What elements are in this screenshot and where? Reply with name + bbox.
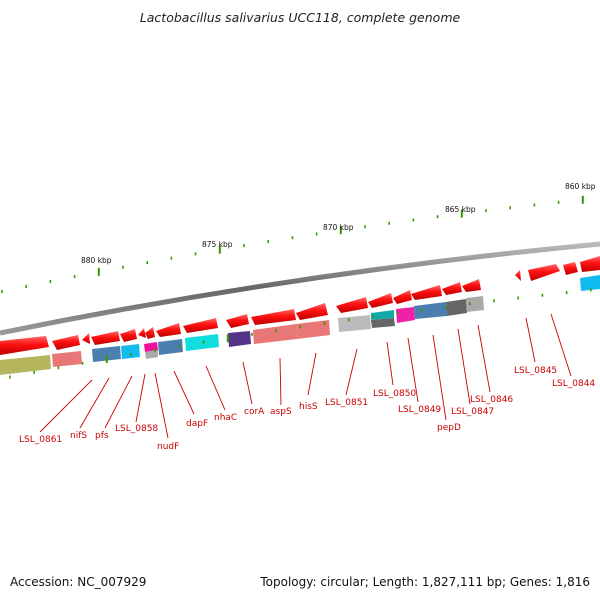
gene-arrow[interactable] <box>251 309 296 325</box>
tick-label-870: 870 kbp <box>323 223 354 232</box>
gene-arrow[interactable] <box>0 336 49 355</box>
cog-block <box>371 310 394 320</box>
tick-label-880: 880 kbp <box>81 256 112 265</box>
cog-block <box>0 355 51 375</box>
cog-block <box>145 350 158 359</box>
cog-block <box>228 331 251 347</box>
cog-block <box>52 351 82 367</box>
gene-label[interactable]: dapF <box>186 419 208 429</box>
gene-labels: LSL_0861 nifS pfs LSL_0858 nudF dapF nha… <box>19 366 595 452</box>
gene-arrow[interactable] <box>91 331 120 345</box>
gene-arrow[interactable] <box>393 290 412 304</box>
cog-block <box>414 302 447 319</box>
cog-block <box>121 344 140 359</box>
gene-label[interactable]: corA <box>244 407 265 417</box>
genome-backbone <box>0 241 600 336</box>
cog-block <box>446 299 467 316</box>
tick-label-860: 860 kbp <box>565 182 596 191</box>
gene-label[interactable]: LSL_0850 <box>373 389 416 399</box>
cog-block <box>371 318 395 328</box>
gene-label[interactable]: hisS <box>299 402 318 412</box>
map-title: Lactobacillus salivarius UCC118, complet… <box>139 10 461 25</box>
gene-arrow[interactable] <box>183 318 218 333</box>
gene-label[interactable]: LSL_0849 <box>398 405 441 415</box>
gene-label[interactable]: pfs <box>95 431 109 441</box>
genome-summary-text: Topology: circular; Length: 1,827,111 bp… <box>260 575 590 589</box>
cog-block <box>466 296 484 312</box>
inner-tick-marks <box>9 288 592 379</box>
gene-arrow[interactable] <box>82 333 90 344</box>
gene-arrow[interactable] <box>296 303 328 320</box>
gene-arrow[interactable] <box>120 329 137 342</box>
cog-block <box>253 324 297 344</box>
gene-arrow[interactable] <box>52 335 80 350</box>
cog-block <box>338 315 371 332</box>
tick-label-875: 875 kbp <box>202 240 233 249</box>
gene-label[interactable]: LSL_0846 <box>470 395 513 405</box>
gene-arrow[interactable] <box>156 323 181 337</box>
gene-label[interactable]: nifS <box>70 431 87 441</box>
gene-arrow[interactable] <box>145 327 155 339</box>
tick-label-865: 865 kbp <box>445 205 476 214</box>
gene-arrow[interactable] <box>336 297 368 313</box>
label-leaders <box>39 313 572 439</box>
cog-block <box>396 307 415 323</box>
gene-label[interactable]: aspS <box>270 407 292 417</box>
cog-blocks <box>0 275 600 375</box>
gene-label[interactable]: nhaC <box>214 413 237 423</box>
gene-arrow[interactable] <box>442 282 462 295</box>
gene-arrow[interactable] <box>515 270 521 281</box>
cog-block <box>92 346 121 362</box>
scale-labels: 860 kbp 865 kbp 870 kbp 875 kbp 880 kbp <box>81 182 596 265</box>
accession-text: Accession: NC_007929 <box>10 575 147 589</box>
scale-ruler <box>1 195 584 294</box>
forward-strand-genes <box>515 256 600 281</box>
gene-label[interactable]: LSL_0851 <box>325 398 368 408</box>
gene-arrow[interactable] <box>226 314 249 328</box>
gene-arrow[interactable] <box>368 293 393 308</box>
gene-arrow[interactable] <box>563 262 578 275</box>
gene-label[interactable]: pepD <box>437 423 461 433</box>
gene-arrow[interactable] <box>138 328 146 338</box>
reverse-strand-genes <box>0 279 481 355</box>
cog-block <box>158 339 183 355</box>
cog-block <box>185 334 219 351</box>
cog-block <box>296 320 330 339</box>
gene-arrow[interactable] <box>462 279 481 292</box>
gene-label[interactable]: LSL_0858 <box>115 424 158 434</box>
gene-arrow[interactable] <box>528 264 560 281</box>
gene-arrow[interactable] <box>411 285 442 300</box>
gene-label[interactable]: LSL_0844 <box>552 379 595 389</box>
gene-label[interactable]: LSL_0861 <box>19 435 62 445</box>
gene-label[interactable]: LSL_0847 <box>451 407 494 417</box>
gene-label[interactable]: nudF <box>157 442 179 452</box>
cog-block <box>580 275 600 291</box>
gene-label[interactable]: LSL_0845 <box>514 366 557 376</box>
gene-arrow[interactable] <box>580 256 600 272</box>
